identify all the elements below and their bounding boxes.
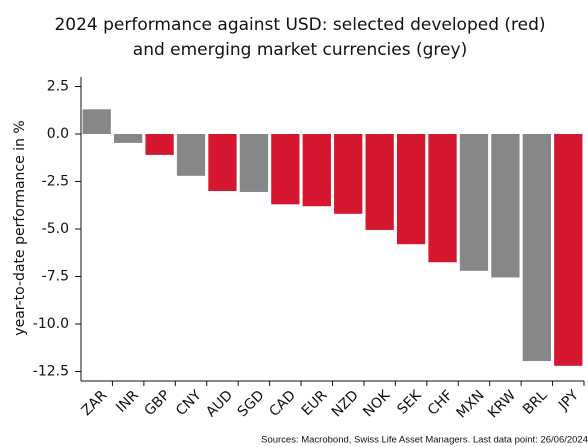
bar <box>428 134 457 263</box>
chart-title: and emerging market currencies (grey) <box>133 40 467 60</box>
chart-title: 2024 performance against USD: selected d… <box>54 15 545 35</box>
x-tick-label: ZAR <box>79 387 111 419</box>
bar <box>239 134 269 192</box>
bar <box>271 134 300 205</box>
x-tick-label: AUD <box>203 387 236 420</box>
x-tick-label: NOK <box>360 387 394 421</box>
bar <box>208 134 237 191</box>
x-tick-label: INR <box>113 387 142 416</box>
y-tick-label: -12.5 <box>33 364 69 380</box>
x-tick-label: CAD <box>266 387 299 420</box>
x-tick-label: CNY <box>173 387 205 419</box>
x-tick-label: NZD <box>329 387 362 420</box>
y-tick-label: -2.5 <box>42 174 69 190</box>
y-tick-label: 0.0 <box>47 126 69 142</box>
x-tick-label: KRW <box>485 387 519 421</box>
x-tick-label: GBP <box>141 387 173 419</box>
bar <box>491 134 520 278</box>
source: Sources: Macrobond, Swiss Life Asset Man… <box>261 435 588 446</box>
bar <box>176 134 206 176</box>
x-tick-label: MXN <box>454 387 488 421</box>
y-tick-label: -10.0 <box>33 316 69 332</box>
bar <box>459 134 489 271</box>
bar <box>396 134 426 245</box>
bar <box>522 134 551 362</box>
bar <box>334 134 363 214</box>
x-tick-label: JPY <box>555 387 582 414</box>
x-tick-label: SEK <box>394 387 425 418</box>
bar <box>554 134 583 366</box>
x-tick-label: CHF <box>425 387 456 418</box>
bar <box>82 109 111 134</box>
bar <box>365 134 394 230</box>
x-tick-label: EUR <box>299 387 331 419</box>
y-tick-label: -7.5 <box>42 269 69 285</box>
y-tick-label: 2.5 <box>47 79 69 95</box>
x-tick-label: SGD <box>235 387 268 420</box>
bar <box>114 134 143 143</box>
bar <box>302 134 331 207</box>
y-tick-label: -5.0 <box>42 221 69 237</box>
y-axis-label: year-to-date performance in % <box>12 120 28 335</box>
x-tick-label: BRL <box>520 387 551 418</box>
bar <box>145 134 174 155</box>
